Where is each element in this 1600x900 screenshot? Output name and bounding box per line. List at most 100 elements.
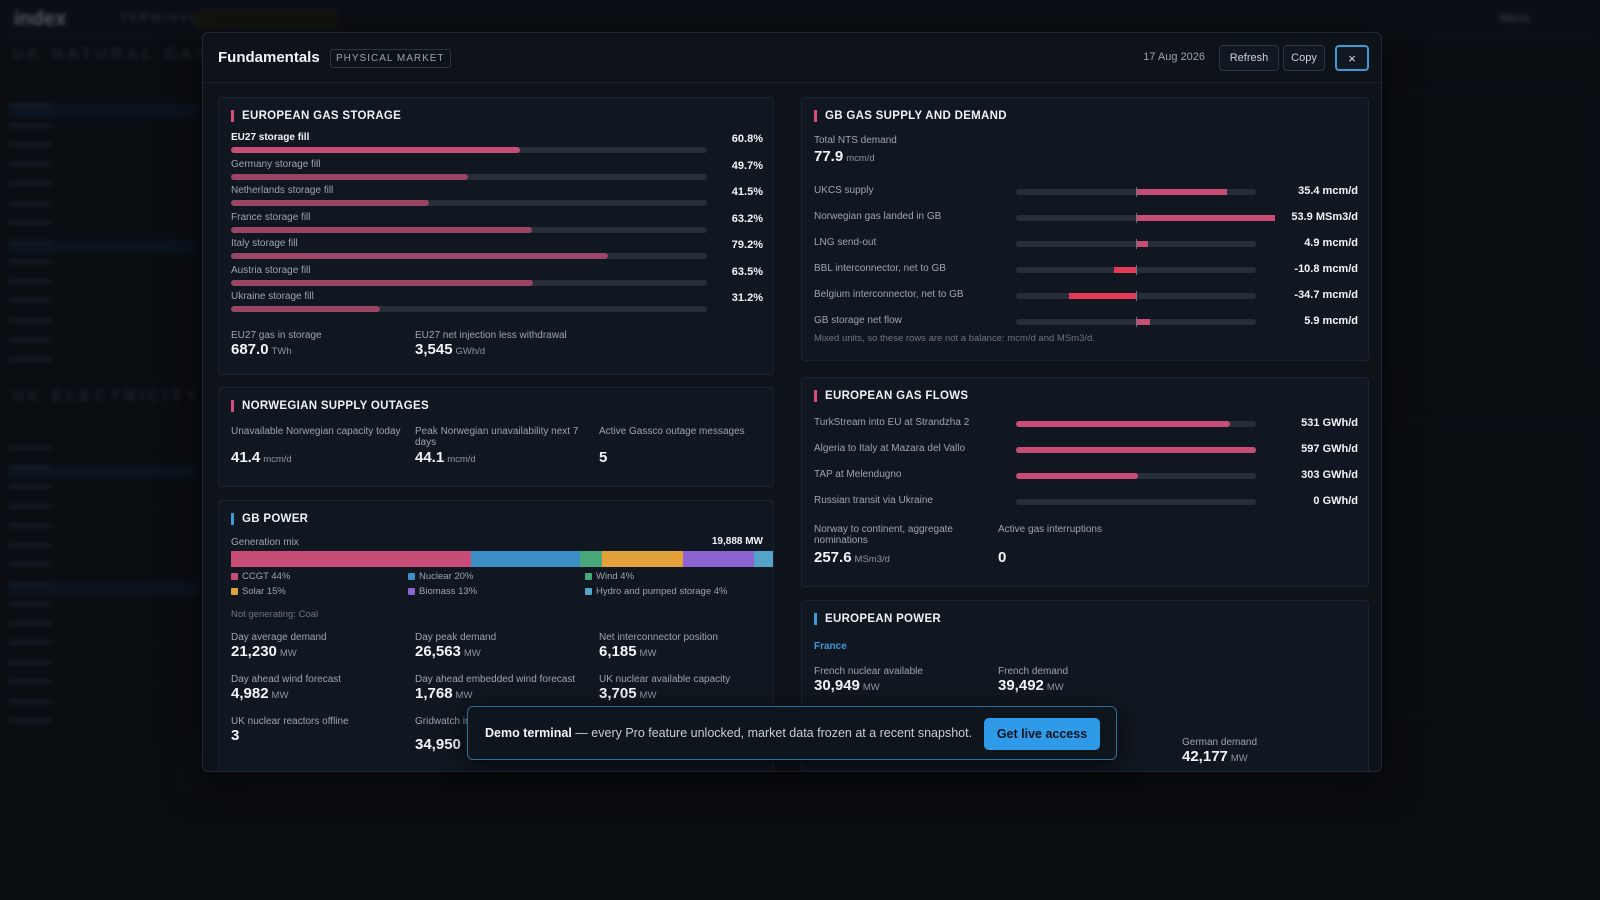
supply-row-bar-fill: [1136, 241, 1148, 247]
snapshot-date: 17 Aug 2026: [1143, 51, 1205, 63]
background-logo-subtitle: TERMINAL: [120, 12, 200, 24]
power-metric-value: 3: [231, 727, 239, 744]
storage-row-value: 79.2%: [731, 239, 763, 251]
storage-row-bar: [231, 147, 707, 153]
generation-mix-segment: [601, 551, 684, 567]
modal-title: Fundamentals: [218, 49, 320, 66]
storage-row-value: 49.7%: [731, 159, 763, 172]
storage-row-value: 31.2%: [731, 292, 763, 304]
legend-label: Wind 4%: [596, 571, 635, 582]
storage-row-bar: [231, 306, 707, 312]
close-button[interactable]: ×: [1335, 45, 1369, 71]
country-heading: France: [814, 641, 847, 652]
generation-mix-legend-item: Biomass 13%: [408, 586, 477, 597]
supply-row-value: 5.9 mcm/d: [1304, 315, 1358, 327]
gb-gas-supply-demand-panel: GB GAS SUPPLY AND DEMAND Total NTS deman…: [801, 97, 1369, 361]
supply-row-bar: [1016, 187, 1256, 197]
french-demand-label: French demand: [998, 666, 1069, 677]
power-metric-unit: MW: [455, 690, 473, 701]
power-metric-value: 4,982 MW: [231, 685, 288, 702]
get-live-access-button[interactable]: Get live access: [984, 718, 1100, 750]
flow-row-value: 0 GWh/d: [1313, 495, 1358, 507]
power-metric-label: Day peak demand: [415, 632, 497, 643]
supply-row-value: 4.9 mcm/d: [1304, 237, 1358, 249]
supply-row-label: LNG send-out: [814, 237, 877, 248]
outage-value: 5: [599, 449, 608, 466]
legend-swatch: [231, 573, 238, 580]
supply-row-bar: [1016, 213, 1276, 223]
supply-row-zero-line: [1136, 317, 1137, 327]
storage-row-label: Ukraine storage fill: [231, 291, 314, 302]
generation-mix-segment: [683, 551, 755, 567]
supply-row-bar: [1016, 291, 1256, 301]
power-metric-number: 26,563: [415, 643, 461, 660]
supply-row-value: 35.4 mcm/d: [1298, 185, 1358, 197]
legend-label: Hydro and pumped storage 4%: [596, 586, 728, 597]
generation-mix-total: 19,888 MW: [711, 536, 763, 547]
background-section-heading: UK ELECTRICITY BASE: [12, 388, 270, 405]
demo-banner-text: Demo terminal — every Pro feature unlock…: [485, 726, 973, 740]
background-chart: [1390, 420, 1590, 720]
storage-row-bar-fill: [231, 147, 521, 153]
supply-row-value: -10.8 mcm/d: [1294, 263, 1358, 275]
refresh-button[interactable]: Refresh: [1219, 45, 1279, 71]
storage-row-bar-fill: [231, 253, 608, 259]
background-table: [8, 98, 198, 371]
power-metric-value: 34,950: [415, 736, 461, 753]
generation-mix-legend-item: Wind 4%: [585, 571, 634, 582]
background-table: [8, 440, 198, 733]
supply-row-label: UKCS supply: [814, 185, 874, 196]
supply-row-bar: [1016, 239, 1256, 249]
supply-row-bar-fill: [1136, 189, 1228, 195]
copy-button[interactable]: Copy: [1283, 45, 1325, 71]
storage-row-label: Italy storage fill: [231, 238, 298, 249]
gas-interruptions-label: Active gas interruptions: [998, 524, 1102, 535]
supply-row-label: Belgium interconnector, net to GB: [814, 289, 964, 300]
power-metric-number: 6,185: [599, 643, 637, 660]
storage-row-bar: [231, 200, 707, 206]
panel-title: GB POWER: [231, 513, 308, 525]
power-metric-label: Day ahead embedded wind forecast: [415, 674, 576, 685]
power-metric-unit: MW: [639, 648, 657, 659]
generation-mix-segment: [470, 551, 580, 567]
storage-row-value: 41.5%: [731, 186, 763, 198]
supply-row-bar-fill: [1068, 293, 1136, 299]
generation-mix-legend-item: CCGT 44%: [231, 571, 290, 582]
power-metric-label: Day ahead wind forecast: [231, 674, 342, 685]
supply-row-label: Norwegian gas landed in GB: [814, 211, 942, 222]
modal-header: Fundamentals PHYSICAL MARKET 17 Aug 2026…: [203, 33, 1381, 83]
storage-row-bar: [231, 173, 707, 180]
flow-row-bar: [1016, 473, 1256, 479]
storage-row-label: Germany storage fill: [231, 158, 321, 170]
supply-row-zero-line: [1136, 187, 1137, 197]
background-chart: [1390, 90, 1590, 370]
storage-row-label: Austria storage fill: [231, 264, 311, 276]
legend-swatch: [585, 588, 592, 595]
supply-row-zero-line: [1136, 265, 1137, 275]
outage-label: Peak Norwegian unavailability next 7 day…: [415, 426, 579, 448]
supply-row-bar-fill: [1114, 267, 1136, 273]
supply-row-bar: [1016, 265, 1256, 275]
supply-row-value: 53.9 MSm3/d: [1291, 211, 1358, 223]
german-demand-label: German demand: [1182, 737, 1258, 748]
net-injection-label: EU27 net injection less withdrawal: [415, 330, 567, 341]
generation-mix-segment: [754, 551, 773, 567]
generation-mix-label: Generation mix: [231, 537, 299, 548]
norway-nominations-label: Norway to continent, aggregate nominatio…: [814, 524, 953, 546]
power-metric-number: 1,768: [415, 685, 453, 702]
supply-row-zero-line: [1136, 291, 1137, 301]
panel-title: NORWEGIAN SUPPLY OUTAGES: [231, 400, 429, 412]
power-metric-number: 3: [231, 727, 240, 744]
power-metric-number: 4,982: [231, 685, 269, 702]
legend-swatch: [408, 588, 415, 595]
power-metric-unit: MW: [463, 648, 481, 659]
panel-title: EUROPEAN POWER: [814, 613, 941, 625]
storage-row-value: 63.2%: [731, 212, 763, 225]
net-injection-value: 3,545 GWh/d: [415, 341, 486, 358]
legend-label: Solar 15%: [242, 586, 286, 597]
generation-mix-legend-item: Nuclear 20%: [408, 571, 473, 582]
supply-row-label: BBL interconnector, net to GB: [814, 263, 946, 274]
storage-row-bar-fill: [231, 226, 532, 233]
power-metric-number: 3,705: [599, 685, 637, 702]
panel-title: EUROPEAN GAS STORAGE: [231, 110, 401, 122]
